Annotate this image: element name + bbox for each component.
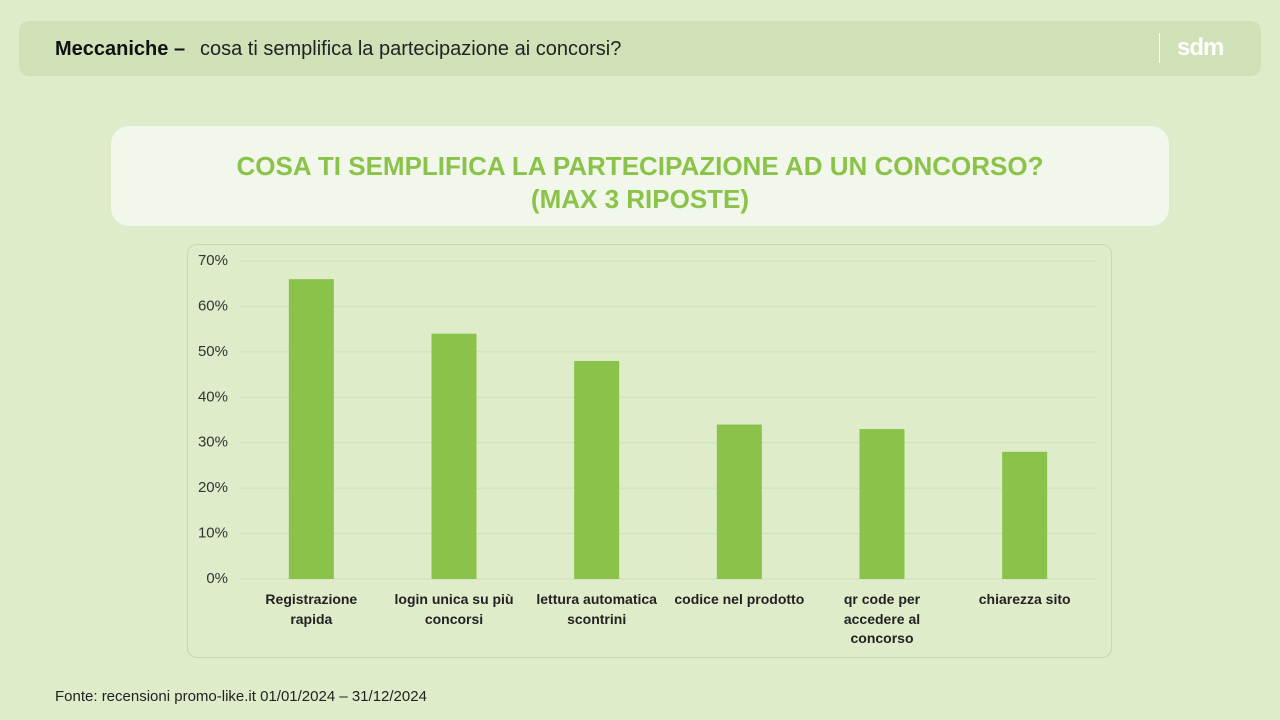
bar xyxy=(859,429,905,579)
chart-title: COSA TI SEMPLIFICA LA PARTECIPAZIONE AD … xyxy=(236,151,1044,214)
chart-frame xyxy=(187,244,1112,658)
y-tick-label: 30% xyxy=(198,434,228,451)
x-tick-label: chiarezza sito xyxy=(978,591,1071,607)
x-tick-label: lettura automatica scontrini xyxy=(536,591,657,627)
y-tick-label: 0% xyxy=(206,570,228,587)
bar xyxy=(574,360,620,579)
y-tick-label: 20% xyxy=(198,479,228,496)
logo: sdm xyxy=(1177,34,1224,61)
bar xyxy=(716,424,762,579)
source: Fonte: recensioni promo-like.it 01/01/20… xyxy=(55,688,427,705)
x-tick-label: qr code per accedere al concorso xyxy=(843,591,921,646)
y-tick-label: 70% xyxy=(198,252,228,269)
title-box: COSA TI SEMPLIFICA LA PARTECIPAZIONE AD … xyxy=(111,126,1169,226)
separator xyxy=(1159,33,1160,63)
header: Meccaniche – cosa ti semplifica la parte… xyxy=(19,21,1261,76)
y-tick-label: 40% xyxy=(198,388,228,405)
x-tick-label: Registrazione rapida xyxy=(265,591,358,627)
y-tick-label: 10% xyxy=(198,525,228,542)
bar xyxy=(1002,451,1048,579)
bar xyxy=(431,333,477,579)
x-tick-label: codice nel prodotto xyxy=(674,591,805,607)
header-subtitle: cosa ti semplifica la partecipazione ai … xyxy=(200,38,622,60)
x-tick-label: login unica su più concorsi xyxy=(394,591,514,627)
bar xyxy=(288,279,334,579)
header-title: Meccaniche – xyxy=(55,38,186,60)
y-tick-label: 60% xyxy=(198,297,228,314)
y-tick-label: 50% xyxy=(198,343,228,360)
